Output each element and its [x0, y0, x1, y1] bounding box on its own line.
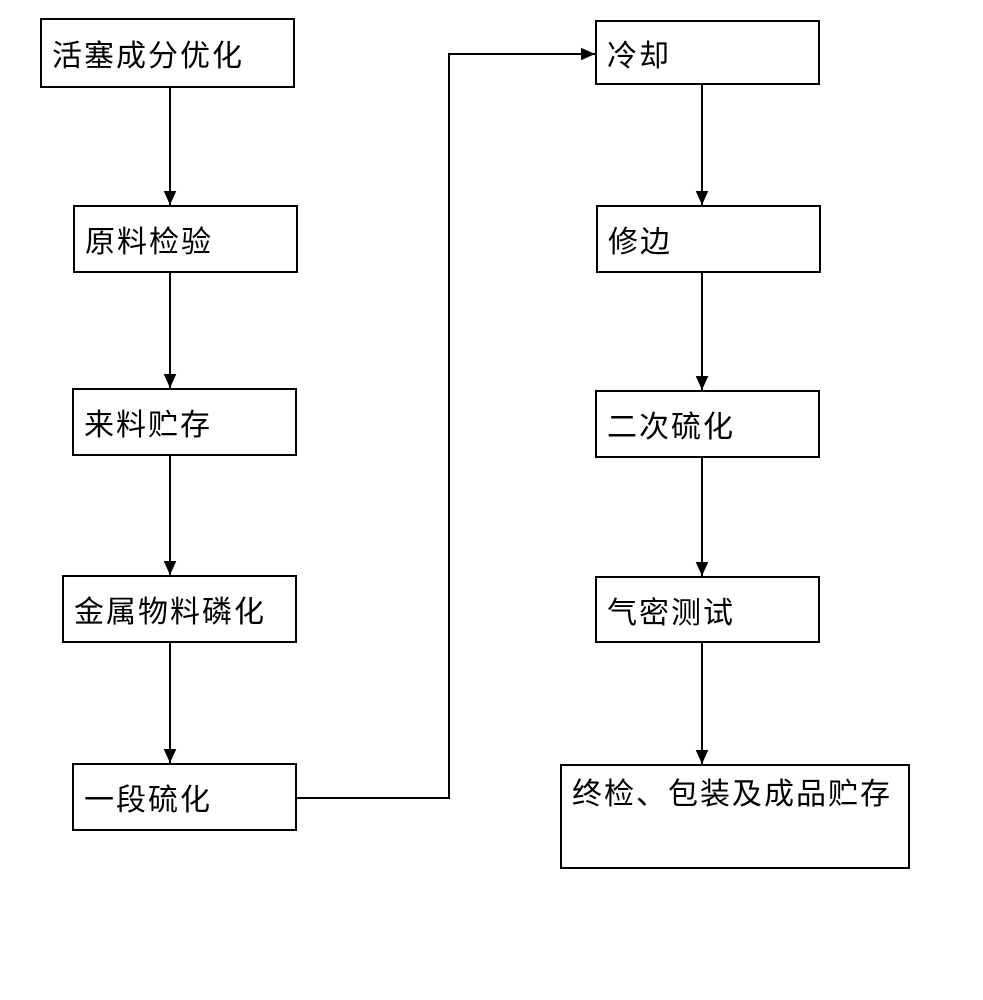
node-label: 原料检验	[85, 217, 213, 261]
edge-n5-n6	[297, 54, 595, 798]
node-label: 终检、包装及成品贮存	[572, 774, 892, 816]
node-label: 气密测试	[607, 588, 735, 632]
node-final-inspection-packaging: 终检、包装及成品贮存	[560, 764, 910, 869]
node-label: 活塞成分优化	[52, 31, 244, 75]
node-second-vulcanization: 二次硫化	[595, 390, 820, 458]
arrowhead-icon	[696, 376, 709, 390]
node-label: 一段硫化	[84, 775, 212, 819]
node-raw-material-inspection: 原料检验	[73, 205, 298, 273]
node-label: 二次硫化	[607, 402, 735, 446]
arrowhead-icon	[581, 48, 595, 61]
node-airtight-test: 气密测试	[595, 576, 820, 643]
node-label: 冷却	[607, 31, 671, 75]
arrowhead-icon	[164, 374, 177, 388]
arrowhead-icon	[164, 191, 177, 205]
arrowhead-icon	[696, 750, 709, 764]
node-cooling: 冷却	[595, 20, 820, 85]
arrowhead-icon	[164, 561, 177, 575]
node-label: 来料贮存	[84, 400, 212, 444]
arrowhead-icon	[696, 191, 709, 205]
node-first-vulcanization: 一段硫化	[72, 763, 297, 831]
node-label: 修边	[608, 217, 672, 261]
node-trimming: 修边	[596, 205, 821, 273]
node-label: 金属物料磷化	[74, 587, 266, 631]
node-piston-optimization: 活塞成分优化	[40, 18, 295, 88]
arrowhead-icon	[696, 562, 709, 576]
node-incoming-storage: 来料贮存	[72, 388, 297, 456]
node-metal-phosphating: 金属物料磷化	[62, 575, 297, 643]
arrowhead-icon	[164, 749, 177, 763]
